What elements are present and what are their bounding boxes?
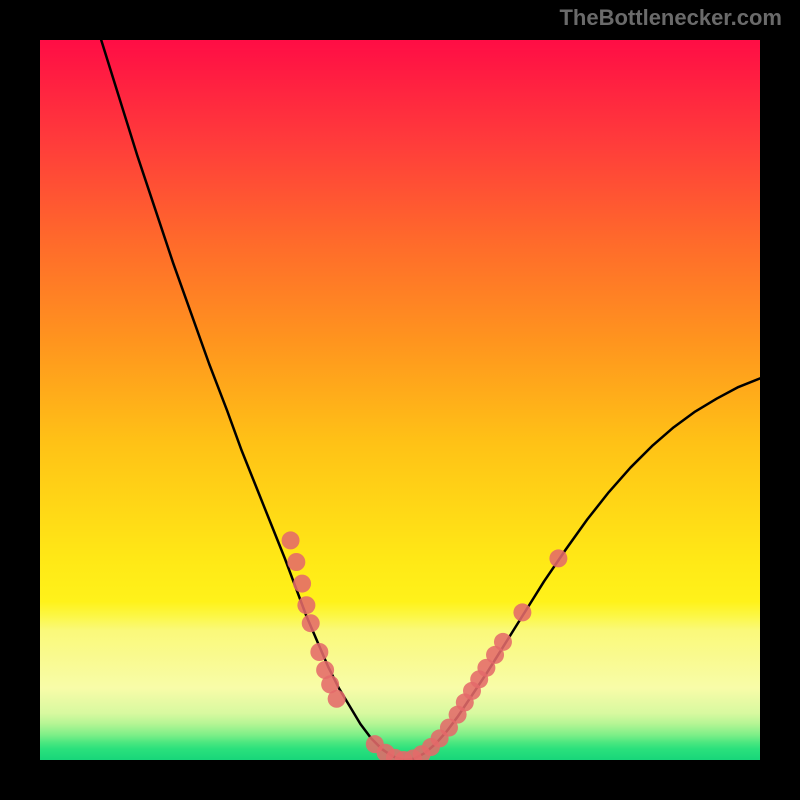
- data-marker: [287, 553, 305, 571]
- data-marker: [310, 643, 328, 661]
- data-marker: [328, 690, 346, 708]
- data-marker: [297, 596, 315, 614]
- marker-group: [282, 531, 568, 760]
- data-marker: [282, 531, 300, 549]
- data-marker: [302, 614, 320, 632]
- plot-area: [40, 40, 760, 760]
- marker-layer: [40, 40, 760, 760]
- watermark-text: TheBottlenecker.com: [559, 5, 782, 31]
- data-marker: [549, 549, 567, 567]
- data-marker: [513, 603, 531, 621]
- data-marker: [494, 633, 512, 651]
- data-marker: [293, 575, 311, 593]
